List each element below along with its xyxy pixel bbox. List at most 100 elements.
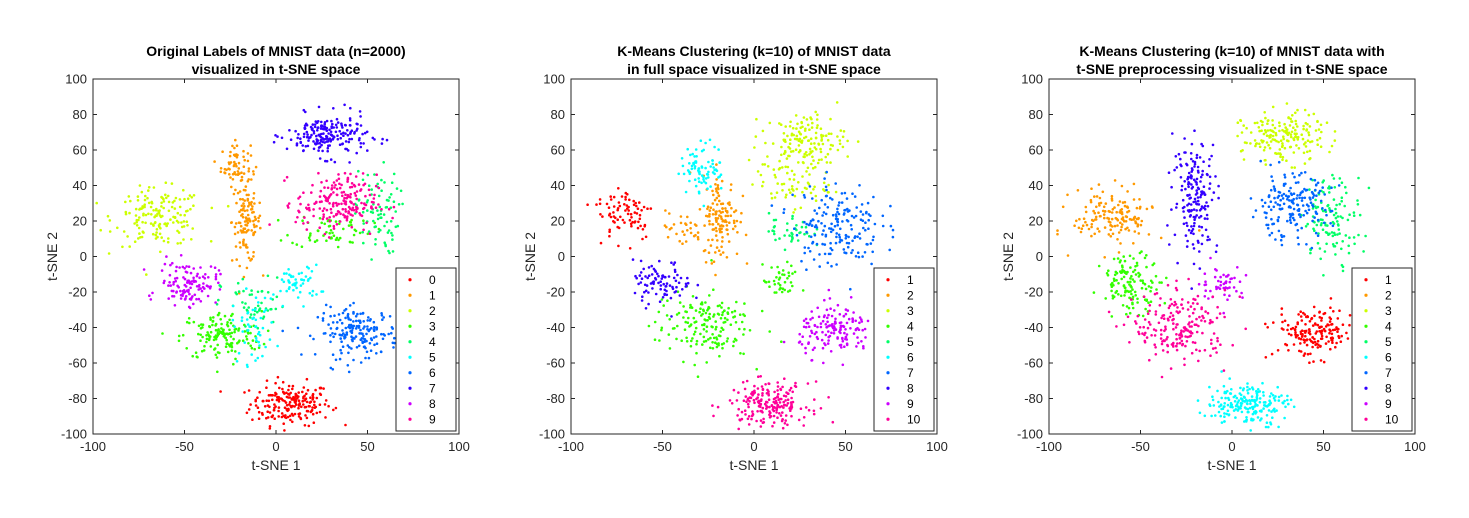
- data-point-6: [334, 358, 338, 362]
- data-point-10: [1186, 301, 1190, 304]
- data-point-2: [1094, 215, 1098, 219]
- data-point-3: [1302, 143, 1306, 146]
- data-point-4: [361, 230, 365, 234]
- data-point-4: [685, 336, 688, 340]
- data-point-5: [272, 293, 275, 296]
- data-point-4: [249, 316, 252, 319]
- data-point-2: [1132, 242, 1135, 245]
- data-point-4: [739, 352, 742, 355]
- data-point-9: [1222, 273, 1225, 277]
- data-point-6: [693, 165, 697, 168]
- data-point-10: [1126, 315, 1130, 319]
- data-point-6: [695, 155, 698, 158]
- data-point-8: [1186, 204, 1189, 207]
- legend-marker-9: [886, 402, 890, 406]
- data-point-2: [190, 238, 193, 241]
- data-point-9: [353, 191, 357, 195]
- data-point-4: [701, 323, 704, 327]
- data-point-1: [1276, 349, 1280, 352]
- data-point-4: [1116, 257, 1120, 260]
- data-point-0: [274, 381, 277, 385]
- data-point-2: [1078, 217, 1081, 221]
- data-point-5: [315, 263, 318, 267]
- data-point-4: [361, 178, 365, 182]
- data-point-10: [1193, 341, 1197, 345]
- data-point-10: [1148, 309, 1151, 313]
- data-point-8: [1200, 142, 1203, 146]
- data-point-2: [122, 230, 126, 233]
- data-point-3: [217, 328, 220, 331]
- data-point-3: [1305, 128, 1309, 131]
- data-point-8: [637, 282, 640, 286]
- data-point-6: [352, 358, 355, 362]
- data-point-1: [613, 221, 616, 224]
- data-point-7: [362, 142, 365, 145]
- data-point-2: [1121, 223, 1124, 226]
- data-point-4: [706, 319, 709, 322]
- data-point-2: [1121, 216, 1125, 219]
- data-point-1: [1294, 333, 1297, 336]
- data-point-3: [1266, 122, 1269, 125]
- data-point-9: [807, 341, 810, 344]
- data-point-5: [1340, 247, 1343, 251]
- data-point-7: [325, 119, 329, 123]
- data-point-8: [639, 281, 643, 284]
- data-point-0: [297, 391, 301, 394]
- data-point-6: [1258, 390, 1262, 393]
- data-point-0: [276, 375, 280, 379]
- data-point-1: [605, 202, 609, 206]
- data-point-9: [340, 191, 344, 194]
- data-point-5: [285, 289, 289, 293]
- data-point-7: [324, 137, 328, 141]
- data-point-7: [1249, 197, 1253, 200]
- data-point-8: [1217, 184, 1220, 188]
- data-point-6: [345, 333, 349, 336]
- data-point-2: [703, 224, 706, 227]
- data-point-2: [1132, 182, 1136, 186]
- data-point-8: [661, 296, 665, 299]
- data-point-8: [189, 271, 193, 275]
- data-point-2: [1061, 205, 1065, 209]
- data-point-2: [160, 201, 163, 205]
- data-point-9: [335, 187, 339, 191]
- data-point-2: [1093, 195, 1096, 198]
- data-point-4: [1137, 275, 1141, 278]
- data-point-4: [260, 301, 263, 305]
- data-point-8: [171, 294, 174, 298]
- data-point-1: [1270, 352, 1274, 356]
- data-point-3: [1273, 126, 1277, 130]
- data-point-4: [778, 288, 781, 291]
- data-point-7: [824, 194, 828, 198]
- data-point-9: [804, 325, 808, 329]
- data-point-1: [252, 192, 256, 195]
- data-point-7: [302, 108, 306, 112]
- data-point-3: [257, 346, 261, 350]
- data-point-7: [791, 193, 794, 197]
- data-point-9: [375, 173, 379, 176]
- data-point-4: [787, 274, 791, 278]
- data-point-6: [1262, 401, 1266, 404]
- data-point-3: [323, 222, 327, 226]
- data-point-7: [355, 151, 359, 155]
- data-point-9: [817, 315, 821, 319]
- data-point-2: [1056, 232, 1059, 236]
- data-point-3: [814, 165, 817, 169]
- data-point-3: [813, 185, 816, 189]
- data-point-5: [288, 281, 291, 284]
- data-point-5: [1364, 234, 1367, 238]
- data-point-1: [641, 237, 644, 241]
- data-point-6: [345, 331, 349, 334]
- legend-marker-7: [1364, 371, 1368, 375]
- data-point-2: [718, 199, 721, 203]
- data-point-10: [1183, 363, 1186, 367]
- data-point-3: [228, 318, 231, 322]
- data-point-4: [685, 340, 689, 343]
- data-point-2: [726, 202, 730, 205]
- data-point-1: [249, 154, 253, 157]
- data-point-8: [1211, 143, 1215, 147]
- data-point-4: [387, 229, 391, 232]
- data-point-6: [1225, 412, 1228, 416]
- data-point-8: [1186, 194, 1189, 197]
- data-point-10: [735, 399, 739, 402]
- data-point-10: [768, 413, 771, 417]
